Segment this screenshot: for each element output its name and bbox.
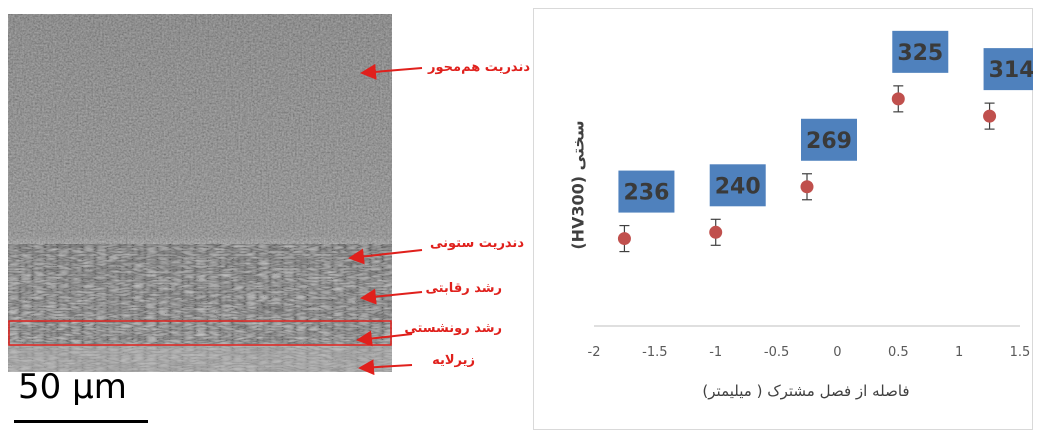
label-columnar-dendrite: دندریت ستونی xyxy=(430,236,524,251)
data-label: 269 xyxy=(806,129,852,154)
x-tick-label: -0.5 xyxy=(764,345,789,360)
data-label: 314 xyxy=(989,58,1033,83)
data-point xyxy=(617,232,631,246)
hardness-chart: -2 -1.5 -1 -0.5 0 0.5 1 1.5 236 240 269 325 314 xyxy=(588,30,1033,360)
x-axis-label: فاصله از فصل مشترک ( میلیمتر) xyxy=(702,382,910,400)
data-label: 325 xyxy=(897,41,943,66)
data-label-box xyxy=(801,118,857,161)
x-tick-label: 1.5 xyxy=(1010,345,1031,360)
data-label-box xyxy=(618,170,675,213)
data-label-box xyxy=(892,30,949,73)
data-label: 240 xyxy=(715,174,761,199)
scale-bar xyxy=(14,420,148,423)
label-competitive-growth: رشد رقابتی xyxy=(425,281,502,296)
x-tick-label: -2 xyxy=(588,345,601,360)
scale-bar-label: 50 μm xyxy=(18,367,127,407)
data-label: 236 xyxy=(623,181,669,206)
micrograph-image xyxy=(8,14,392,372)
chart-frame xyxy=(533,8,1033,430)
x-tick-label: -1.5 xyxy=(642,345,667,360)
label-substrate: زیرلایه xyxy=(432,353,475,368)
data-point xyxy=(800,180,814,194)
label-equiaxed-dendrite: دندریت هم‌محور xyxy=(428,60,530,75)
data-label-box xyxy=(983,48,1033,91)
data-point xyxy=(709,225,723,239)
x-tick-label: 0.5 xyxy=(888,345,909,360)
y-axis-label: سختی (HV300) xyxy=(568,120,588,250)
data-point xyxy=(891,92,905,106)
x-tick-label: 0 xyxy=(833,345,841,360)
label-epitaxial-growth: رشد رونشستی xyxy=(404,321,502,336)
x-tick-label: -1 xyxy=(709,345,722,360)
data-label-box xyxy=(709,164,766,207)
data-point xyxy=(983,109,997,123)
x-tick-label: 1 xyxy=(955,345,963,360)
epitaxial-growth-box xyxy=(8,320,392,346)
